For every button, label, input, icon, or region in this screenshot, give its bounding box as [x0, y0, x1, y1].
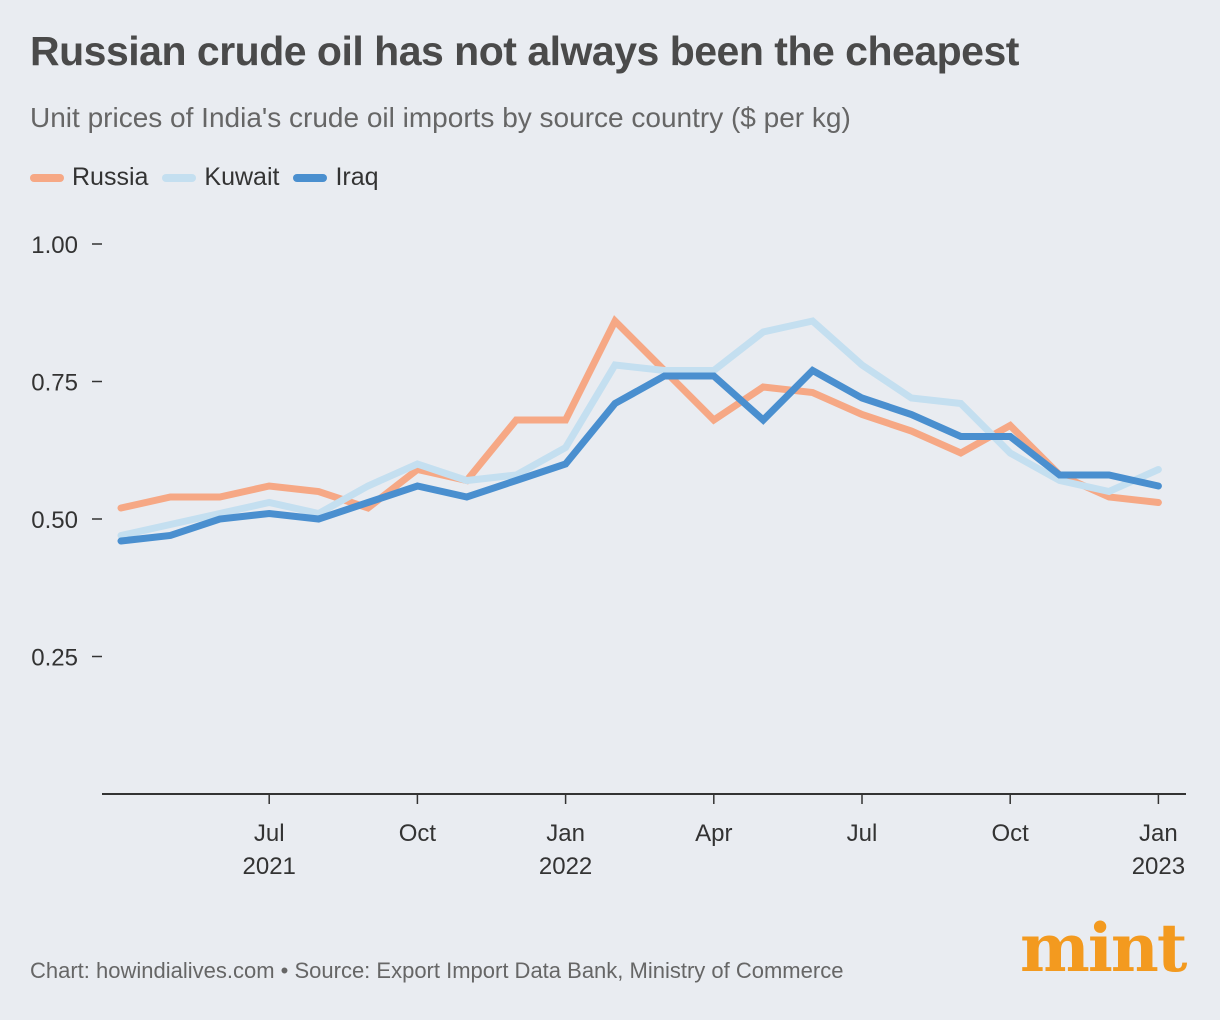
- chart-subtitle: Unit prices of India's crude oil imports…: [30, 102, 851, 133]
- y-tick-label: 1.00: [31, 232, 78, 259]
- mint-logo: mint: [1020, 909, 1187, 987]
- legend-item-iraq: Iraq: [293, 163, 379, 192]
- legend-swatch-kuwait: [162, 173, 197, 182]
- legend-label-kuwait: Kuwait: [204, 163, 280, 191]
- x-tick-label: Oct: [399, 820, 437, 847]
- legend-label-russia: Russia: [72, 163, 149, 191]
- source-footer: Chart: howindialives.com • Source: Expor…: [30, 958, 844, 983]
- legend-item-russia: Russia: [30, 163, 148, 192]
- x-tick-year-label: 2021: [243, 853, 296, 880]
- x-tick-year-label: 2023: [1132, 853, 1185, 880]
- x-tick-label: Jan: [1139, 820, 1178, 847]
- series-line-kuwait: [117, 317, 1162, 539]
- x-tick-year-label: 2022: [539, 853, 592, 880]
- legend-swatch-iraq: [293, 173, 328, 182]
- legend-swatch-russia: [30, 173, 64, 182]
- series-line-russia: [117, 315, 1162, 512]
- x-tick-label: Apr: [695, 820, 732, 847]
- x-tick-label: Jan: [546, 820, 585, 847]
- chart-title: Russian crude oil has not always been th…: [30, 28, 1019, 74]
- legend-label-iraq: Iraq: [335, 163, 379, 191]
- y-tick-label: 0.25: [31, 645, 78, 672]
- x-tick-label: Jul: [847, 820, 878, 847]
- legend-item-kuwait: Kuwait: [162, 163, 279, 192]
- y-tick-label: 0.75: [31, 370, 78, 397]
- x-tick-label: Jul: [254, 820, 285, 847]
- y-tick-label: 0.50: [31, 507, 78, 534]
- legend: Russia Kuwait Iraq: [30, 163, 393, 192]
- series-line-iraq: [117, 366, 1162, 545]
- x-tick-label: Oct: [992, 820, 1030, 847]
